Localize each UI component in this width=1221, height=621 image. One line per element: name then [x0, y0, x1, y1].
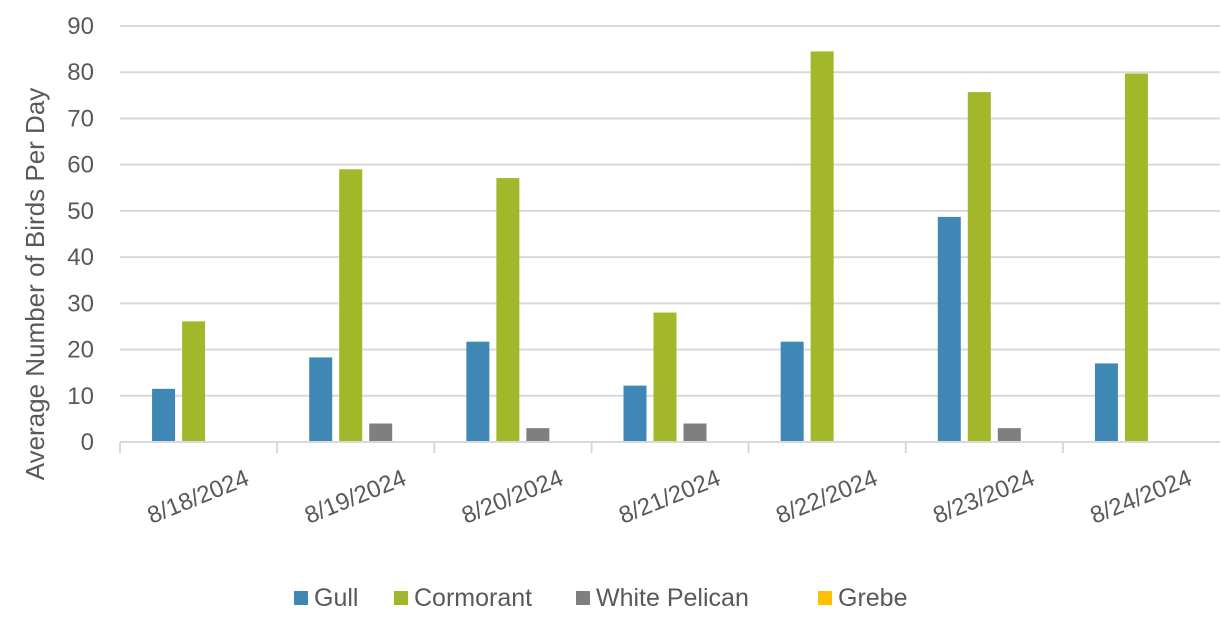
y-axis-title: Average Number of Birds Per Day [20, 88, 50, 481]
bar-cormorant [339, 169, 363, 443]
bar-cormorant [810, 51, 834, 443]
bar-gull [309, 357, 333, 442]
bar-gull [152, 388, 176, 442]
x-tick-label: 8/18/2024 [144, 465, 253, 530]
gridlines [120, 25, 1220, 397]
bar-gull [780, 341, 804, 442]
y-tick-label: 60 [67, 152, 94, 179]
bar-cormorant [496, 178, 520, 442]
legend-swatch [818, 591, 832, 605]
bar-cormorant [1124, 73, 1148, 442]
x-tick-label: 8/24/2024 [1087, 465, 1196, 530]
y-tick-label: 10 [67, 383, 94, 410]
legend-label: Cormorant [414, 584, 532, 612]
legend-label: White Pelican [596, 584, 749, 612]
bar-white-pelican [526, 428, 550, 442]
legend-swatch [294, 591, 308, 605]
bar-cormorant [653, 312, 677, 442]
x-tick-label: 8/19/2024 [301, 465, 410, 530]
bar-white-pelican [997, 428, 1021, 442]
y-tick-label: 70 [67, 105, 94, 132]
bar-gull [623, 385, 647, 442]
y-tick-label: 20 [67, 337, 94, 364]
bar-cormorant [967, 92, 991, 442]
legend-swatch [394, 591, 408, 605]
bar-gull [1094, 363, 1118, 442]
legend-label: Gull [314, 584, 358, 612]
y-tick-label: 80 [67, 59, 94, 86]
x-axis-ticks: 8/18/2024 8/19/2024 8/20/2024 8/21/2024 8/22… [119, 442, 1196, 530]
legend-item-gull: Gull [294, 584, 358, 612]
bar-cormorant [182, 321, 206, 442]
bar-gull [466, 341, 490, 442]
x-tick-label: 8/20/2024 [458, 465, 567, 530]
legend-item-cormorant: Cormorant [394, 584, 532, 612]
legend: Gull Cormorant White Pelican Grebe [294, 584, 907, 612]
legend-swatch [576, 591, 590, 605]
x-tick-label: 8/23/2024 [929, 465, 1038, 530]
x-tick-label: 8/21/2024 [615, 465, 724, 530]
y-tick-label: 90 [67, 13, 94, 40]
bar-white-pelican [683, 423, 707, 442]
y-tick-label: 40 [67, 244, 94, 271]
legend-item-grebe: Grebe [818, 584, 907, 612]
y-tick-label: 0 [81, 429, 94, 456]
legend-item-white-pelican: White Pelican [576, 584, 749, 612]
y-tick-label: 30 [67, 290, 94, 317]
bar-gull [937, 216, 961, 442]
bar-white-pelican [369, 423, 393, 442]
legend-label: Grebe [838, 584, 907, 612]
bars [152, 51, 1148, 443]
y-tick-label: 50 [67, 198, 94, 225]
y-axis-ticks: 0 10 20 30 40 50 60 70 80 90 [67, 13, 94, 456]
x-tick-label: 8/22/2024 [772, 465, 881, 530]
